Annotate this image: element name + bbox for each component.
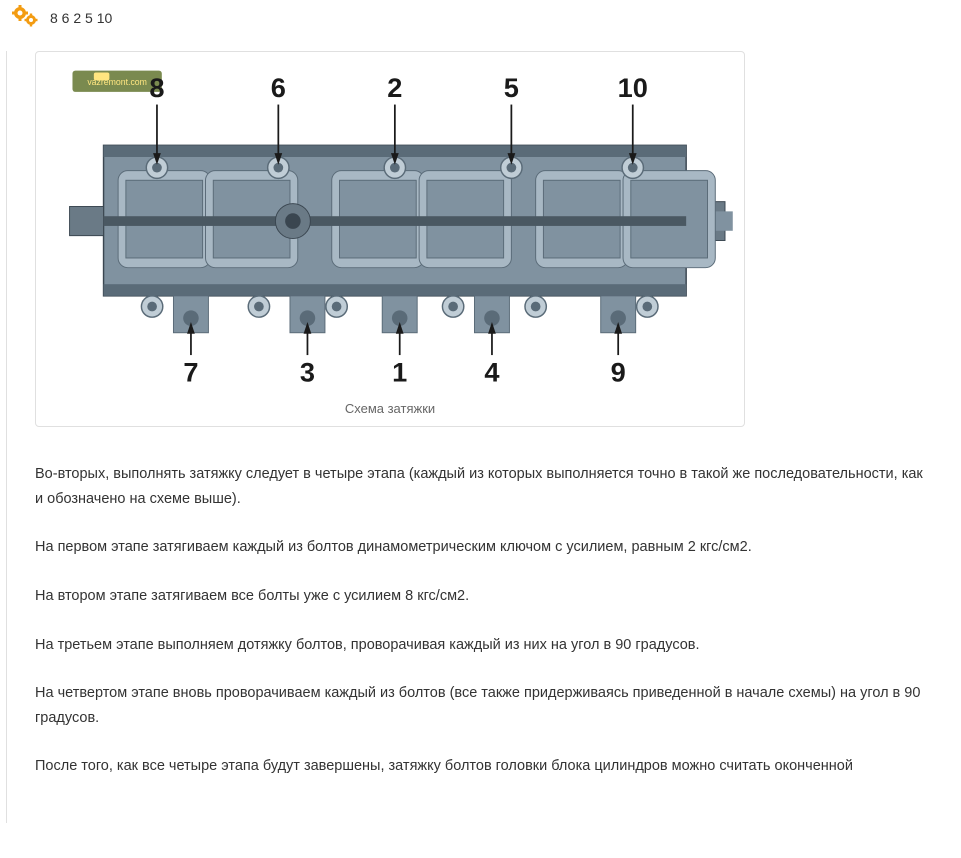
bolt-label-bottom-1: 1 (392, 356, 407, 387)
paragraph-5: На четвертом этапе вновь проворачиваем к… (35, 681, 933, 730)
bolt-label-bottom-9: 9 (611, 356, 626, 387)
article-body: Во-вторых, выполнять затяжку следует в ч… (35, 462, 933, 779)
paragraph-3: На втором этапе затягиваем все болты уже… (35, 584, 933, 609)
bolt-label-top-2: 2 (387, 72, 402, 103)
diagram-figure: vazremont.com 862510 73149 (35, 51, 745, 427)
bolt-label-top-10: 10 (618, 72, 648, 103)
bolt-label-bottom-7: 7 (183, 356, 198, 387)
bolt-label-top-6: 6 (271, 72, 286, 103)
bolt-label-top-8: 8 (149, 72, 164, 103)
torque-diagram-svg: vazremont.com 862510 73149 (40, 56, 740, 391)
paragraph-1: Во-вторых, выполнять затяжку следует в ч… (35, 462, 933, 511)
bolt-label-bottom-3: 3 (300, 356, 315, 387)
paragraph-4: На третьем этапе выполняем дотяжку болто… (35, 633, 933, 658)
diagram-caption: Схема затяжки (40, 401, 740, 416)
bolt-label-bottom-4: 4 (484, 356, 499, 387)
header-numbers: 8 6 2 5 10 (50, 10, 112, 26)
gears-icon (12, 5, 38, 31)
paragraph-6: После того, как все четыре этапа будут з… (35, 754, 933, 779)
bolt-label-top-5: 5 (504, 72, 519, 103)
paragraph-2: На первом этапе затягиваем каждый из бол… (35, 535, 933, 560)
